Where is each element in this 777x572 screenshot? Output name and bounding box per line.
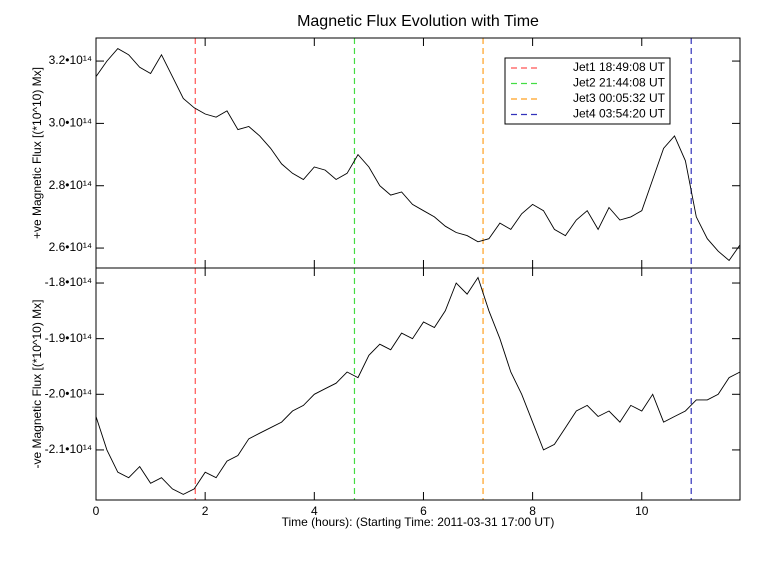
y-tick-label: 2.6•10¹⁴ (49, 240, 92, 254)
x-tick-label: 10 (635, 504, 649, 518)
x-axis-label: Time (hours): (Starting Time: 2011-03-31… (282, 515, 555, 529)
flux-line (95, 48, 741, 262)
legend-label: Jet3 00:05:32 UT (573, 91, 666, 105)
x-tick-label: 8 (529, 504, 536, 518)
legend-box (504, 57, 671, 125)
y-tick-label: 2.8•10¹⁴ (49, 178, 92, 192)
y-tick-label: -2.1•10¹⁴ (45, 442, 92, 456)
x-tick-label: 2 (202, 504, 209, 518)
legend-label: Jet2 21:44:08 UT (573, 76, 666, 90)
y-tick-label: 3.0•10¹⁴ (49, 116, 92, 130)
chart-title: Magnetic Flux Evolution with Time (297, 13, 539, 30)
flux-line (95, 276, 741, 495)
y-tick-label: -1.9•10¹⁴ (45, 331, 92, 345)
y-axis-label: +ve Magnetic Flux [(*10^10) Mx] (30, 67, 44, 239)
x-tick-label: 6 (420, 504, 427, 518)
legend-label: Jet1 18:49:08 UT (573, 60, 666, 74)
y-axis-label: -ve Magnetic Flux [(*10^10) Mx] (30, 299, 44, 468)
legend-label: Jet4 03:54:20 UT (573, 107, 666, 121)
y-tick-label: -1.8•10¹⁴ (45, 275, 92, 289)
y-tick-label: 3.2•10¹⁴ (49, 53, 92, 67)
x-tick-label: 4 (311, 504, 318, 518)
plot-frame (95, 267, 741, 501)
y-tick-label: -2.0•10¹⁴ (45, 386, 92, 400)
x-tick-label: 0 (93, 504, 100, 518)
